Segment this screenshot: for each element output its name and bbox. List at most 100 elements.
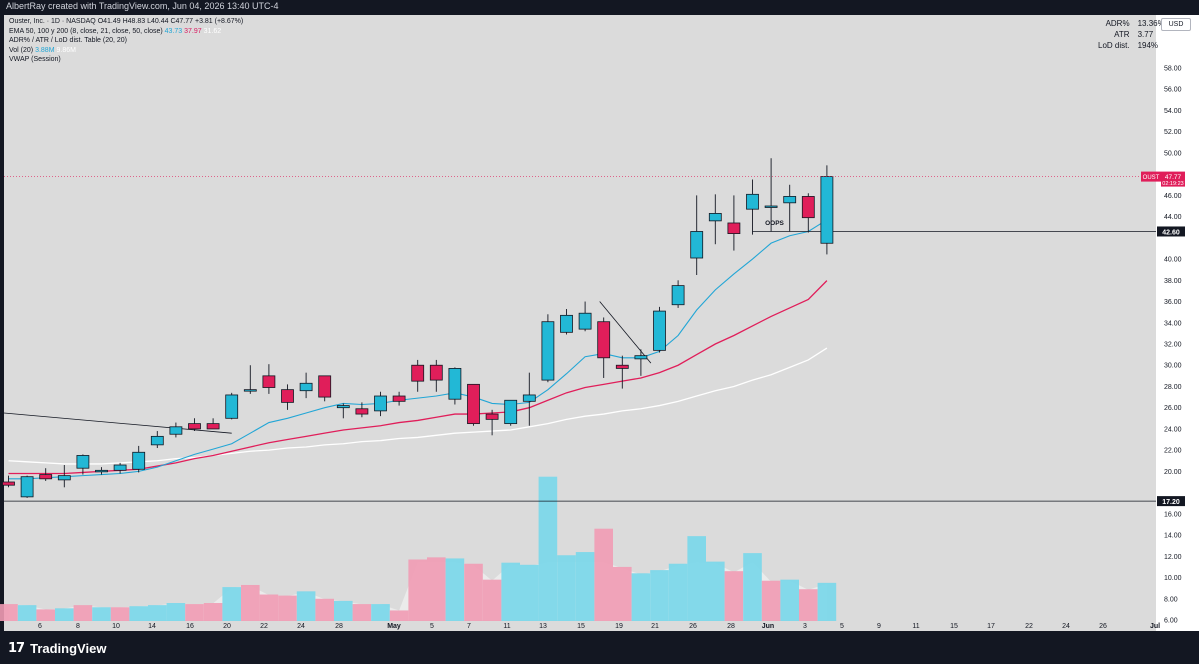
- y-tick-label: 52.00: [1164, 129, 1182, 136]
- y-tick-label: 16.00: [1164, 511, 1182, 518]
- adr-label: ADR%: [1105, 19, 1130, 28]
- lod-row: LoD dist. 194%: [1094, 40, 1169, 51]
- candle-body: [411, 364, 425, 382]
- volume-bar: [278, 595, 297, 621]
- volume-bar: [706, 561, 725, 621]
- y-tick-label: 50.00: [1164, 150, 1182, 157]
- x-tick-label: 28: [335, 623, 343, 630]
- chart-credit-text: AlbertRay created with TradingView.com, …: [6, 1, 279, 11]
- candle-body: [485, 413, 499, 420]
- atr-value: 3.77: [1137, 30, 1154, 39]
- candle-body: [262, 375, 276, 388]
- x-tick-label: 24: [1062, 623, 1070, 630]
- level-price-label: 17.20: [1162, 499, 1180, 506]
- volume-bar: [389, 610, 409, 621]
- candle-body: [448, 368, 462, 400]
- volume-bar: [501, 562, 520, 621]
- volume-bar: [799, 589, 818, 621]
- candle-body: [318, 375, 332, 398]
- volume-bar: [687, 536, 706, 621]
- candle-body: [820, 176, 834, 244]
- candle-body: [597, 321, 611, 359]
- tradingview-brand[interactable]: 17 TradingView: [8, 641, 106, 656]
- candle-body: [206, 423, 220, 430]
- candle-body: [522, 394, 536, 402]
- volume-bar: [594, 528, 613, 621]
- x-tick-label: 13: [539, 623, 547, 630]
- candle-body: [374, 395, 387, 412]
- volume-bar: [780, 579, 799, 621]
- volume-bar: [17, 605, 37, 621]
- vwap-legend-line[interactable]: VWAP (Session): [9, 56, 61, 63]
- x-tick-label: 19: [615, 623, 623, 630]
- volume-bar: [557, 555, 576, 621]
- x-tick-label: 20: [223, 623, 231, 630]
- y-tick-label: 54.00: [1164, 108, 1182, 115]
- candle-body: [243, 389, 257, 392]
- candle-body: [95, 469, 108, 473]
- y-tick-label: 46.00: [1164, 193, 1182, 200]
- y-tick-label: 38.00: [1164, 278, 1182, 285]
- candle-body: [188, 423, 201, 430]
- x-tick-label: 16: [186, 623, 194, 630]
- last-price-tag: [1161, 171, 1185, 187]
- x-tick-label: 17: [987, 623, 995, 630]
- symbol-ohlc-line[interactable]: Ouster, Inc. · 1D · NASDAQ O41.49 H48.83…: [9, 18, 244, 25]
- y-tick-label: 20.00: [1164, 469, 1182, 476]
- top-credit-bar: AlbertRay created with TradingView.com, …: [0, 0, 1199, 14]
- x-tick-label: 15: [950, 623, 958, 630]
- x-tick-label: 9: [877, 623, 881, 630]
- y-tick-label: 30.00: [1164, 363, 1182, 370]
- x-tick-label: Jun: [762, 623, 774, 630]
- vol-value: 3.88M: [35, 46, 55, 54]
- candle-body: [708, 213, 722, 222]
- x-tick-label: 14: [148, 623, 156, 630]
- x-tick-label: 22: [1025, 623, 1033, 630]
- atr-label: ATR: [1114, 30, 1130, 39]
- y-tick-label: 26.00: [1164, 405, 1182, 412]
- adr-legend-line[interactable]: ADR% / ATR / LoD dist. Table (20, 20): [9, 37, 128, 44]
- candle-body: [2, 481, 15, 486]
- volume-bar: [650, 570, 669, 621]
- chart-legend: Ouster, Inc. · 1D · NASDAQ O41.49 H48.83…: [9, 17, 243, 65]
- oops-annotation: OOPS: [765, 220, 784, 227]
- vol-ma-value: 9.86M: [56, 46, 76, 54]
- candle-body: [541, 321, 555, 381]
- ema8-line: [8, 219, 828, 480]
- vol-legend-line[interactable]: Vol (20) 3.88M 9.86M: [9, 46, 243, 56]
- y-tick-label: 8.00: [1164, 596, 1178, 603]
- level-price-tag: [1157, 226, 1185, 237]
- currency-button[interactable]: USD: [1161, 18, 1191, 31]
- volume-bar: [352, 604, 372, 621]
- y-tick-label: 32.00: [1164, 342, 1182, 349]
- brand-name: TradingView: [30, 641, 107, 656]
- ema-legend-line[interactable]: EMA 50, 100 y 200 (8, close, 21, close, …: [9, 27, 243, 37]
- volume-bar: [185, 604, 204, 621]
- adr-stats-table: ADR% 13.36% ATR 3.77 LoD dist. 194%: [1094, 18, 1169, 51]
- volume-bar: [464, 563, 483, 621]
- x-tick-label: May: [387, 623, 401, 630]
- volume-bar: [36, 609, 55, 621]
- candle-body: [113, 464, 127, 471]
- volume-bar: [148, 605, 167, 621]
- ema8-value: 43.73: [164, 27, 183, 35]
- volume-bar: [166, 603, 186, 621]
- bottom-brand-bar: [0, 633, 1199, 664]
- ema-label: EMA 50, 100 y 200 (8, close, 21, close, …: [9, 27, 163, 35]
- y-tick-label: 40.00: [1164, 257, 1182, 264]
- y-tick-label: 12.00: [1164, 554, 1182, 561]
- volume-bar: [0, 604, 18, 621]
- symbol-tag-label: OUST: [1143, 175, 1160, 181]
- ema50-value: 31.62: [203, 27, 222, 35]
- countdown-label: 02:19:23: [1162, 181, 1183, 187]
- x-tick-label: 24: [297, 623, 305, 630]
- candle-body: [690, 231, 704, 259]
- volume-bar: [241, 584, 260, 621]
- candle-body: [467, 383, 480, 425]
- x-tick-label: 15: [577, 623, 585, 630]
- x-tick-label: 6: [38, 623, 42, 630]
- lod-value: 194%: [1137, 41, 1159, 50]
- price-axis[interactable]: [1156, 15, 1199, 631]
- x-tick-label: 26: [689, 623, 697, 630]
